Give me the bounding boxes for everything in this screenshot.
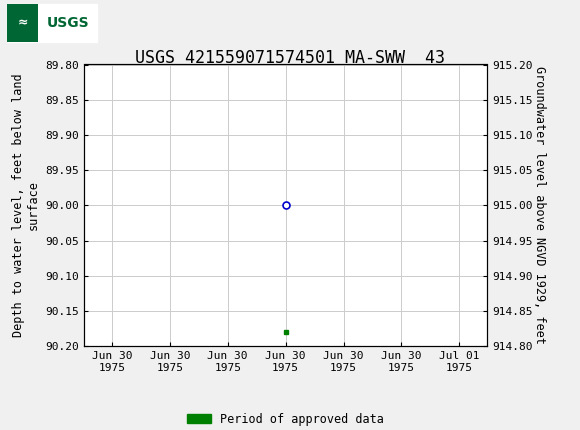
Y-axis label: Groundwater level above NGVD 1929, feet: Groundwater level above NGVD 1929, feet	[534, 66, 546, 344]
Text: ≈: ≈	[17, 16, 28, 29]
Text: USGS 421559071574501 MA-SWW  43: USGS 421559071574501 MA-SWW 43	[135, 49, 445, 67]
FancyBboxPatch shape	[7, 3, 38, 42]
Y-axis label: Depth to water level, feet below land
surface: Depth to water level, feet below land su…	[12, 74, 40, 337]
Legend: Period of approved data: Period of approved data	[183, 408, 389, 430]
Text: USGS: USGS	[46, 15, 89, 30]
FancyBboxPatch shape	[7, 3, 97, 42]
